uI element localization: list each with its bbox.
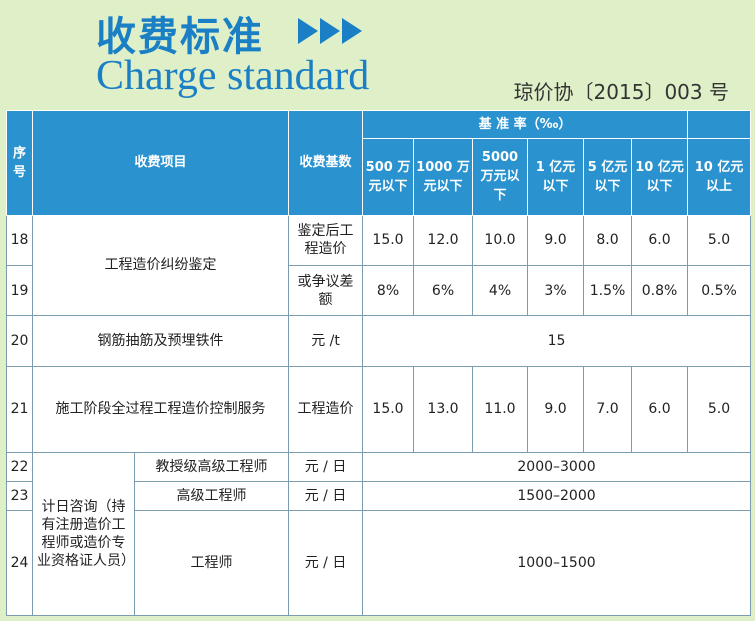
sub-item-cell: 教授级高级工程师 — [133, 451, 290, 483]
rate-cell: 6.0 — [631, 214, 689, 266]
rate-cell: 9.0 — [527, 214, 585, 266]
table-row: 19 或争议差额 8% 6% 4% 3% 1.5% 0.8% 0.5% — [6, 264, 752, 317]
rate-cell: 10.0 — [472, 214, 529, 266]
base-cell: 或争议差额 — [288, 264, 364, 317]
merged-rate-cell: 1000–1500 — [362, 510, 752, 616]
sub-item-cell: 高级工程师 — [133, 481, 290, 512]
item-cell: 钢筋抽筋及预埋铁件 — [31, 315, 290, 367]
rate-cell: 3% — [527, 264, 585, 317]
rate-cell: 0.8% — [631, 264, 689, 317]
table-row: 21 施工阶段全过程工程造价控制服务 工程造价 15.0 13.0 11.0 9… — [6, 365, 752, 453]
rate-cell: 8% — [362, 264, 415, 317]
row-number: 19 — [6, 264, 33, 317]
rate-cell: 5.0 — [687, 214, 752, 266]
table-row: 18 工程造价纠纷鉴定 鉴定后工程造价 15.0 12.0 10.0 9.0 8… — [6, 214, 752, 317]
row-number: 22 — [6, 451, 33, 483]
header-rate: 基 准 率（‰） — [362, 109, 689, 140]
rate-cell: 7.0 — [583, 365, 633, 453]
table-row: 20 钢筋抽筋及预埋铁件 元 /t 15 — [6, 315, 752, 367]
rate-cell: 11.0 — [472, 365, 529, 453]
rate-cell: 13.0 — [413, 365, 474, 453]
row-number: 23 — [6, 481, 33, 512]
rate-cell: 8.0 — [583, 214, 633, 266]
rate-cell: 9.0 — [527, 365, 585, 453]
merged-rate-cell: 2000–3000 — [362, 451, 752, 483]
row-number: 24 — [6, 510, 33, 616]
header-rate-col: 5 亿元以下 — [583, 138, 633, 216]
row-number: 18 — [6, 214, 33, 266]
table-row: 22 计日咨询（持有注册造价工程师或造价专业资格证人员） 教授级高级工程师 元 … — [6, 451, 752, 616]
document-number: 琼价协〔2015〕003 号 — [513, 80, 729, 104]
base-cell: 元 / 日 — [288, 451, 364, 483]
title-cn-text: 收费标准 — [96, 14, 264, 60]
base-cell: 元 / 日 — [288, 510, 364, 616]
rate-cell: 4% — [472, 264, 529, 317]
header-rate-col: 5000 万元以下 — [472, 138, 529, 216]
rate-cell: 0.5% — [687, 264, 752, 317]
header-rate-col: 1000 万元以下 — [413, 138, 474, 216]
rate-cell: 15.0 — [362, 365, 415, 453]
row-number: 20 — [6, 315, 33, 367]
row-number: 21 — [6, 365, 33, 453]
base-cell: 鉴定后工程造价 — [288, 214, 364, 266]
base-cell: 元 /t — [288, 315, 364, 367]
rate-cell: 12.0 — [413, 214, 474, 266]
merged-rate-cell: 15 — [362, 315, 752, 367]
base-cell: 工程造价 — [288, 365, 364, 453]
header-rate-blank — [687, 109, 752, 140]
header-rate-col: 500 万元以下 — [362, 138, 415, 216]
rate-cell: 6% — [413, 264, 474, 317]
sub-item-cell: 工程师 — [133, 510, 290, 616]
header-base: 收费基数 — [288, 110, 364, 216]
base-cell: 元 / 日 — [288, 481, 364, 512]
merged-rate-cell: 1500–2000 — [362, 481, 752, 512]
rate-cell: 6.0 — [631, 365, 689, 453]
table-row: 23 高级工程师 元 / 日 1500–2000 — [6, 481, 752, 512]
rate-cell: 5.0 — [687, 365, 752, 453]
page-title-en: Charge standard — [96, 53, 370, 99]
triple-arrow-icon — [297, 16, 364, 46]
item-cell: 计日咨询（持有注册造价工程师或造价专业资格证人员） — [32, 452, 135, 616]
fee-table: 序号 收费项目 收费基数 基 准 率（‰） 500 万元以下 1000 万元以下… — [6, 109, 752, 616]
item-cell: 工程造价纠纷鉴定 — [31, 214, 290, 317]
header-seq: 序号 — [6, 110, 33, 216]
header-rate-col: 10 亿元以上 — [687, 138, 752, 216]
table-row: 24 工程师 元 / 日 1000–1500 — [6, 510, 752, 616]
rate-cell: 1.5% — [583, 264, 633, 317]
header-rate-col: 10 亿元以下 — [631, 138, 689, 216]
item-cell: 施工阶段全过程工程造价控制服务 — [31, 365, 290, 453]
header-rate-col: 1 亿元以下 — [527, 138, 585, 216]
page-title-cn: 收费标准 — [96, 4, 364, 62]
header-item: 收费项目 — [31, 110, 290, 216]
rate-cell: 15.0 — [362, 214, 415, 266]
